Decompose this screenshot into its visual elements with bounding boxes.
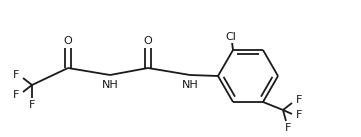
Text: F: F <box>29 100 35 110</box>
Text: F: F <box>13 90 19 100</box>
Text: NH: NH <box>182 80 199 90</box>
Text: F: F <box>296 110 302 120</box>
Text: O: O <box>64 36 72 46</box>
Text: NH: NH <box>102 80 118 90</box>
Text: F: F <box>13 70 19 80</box>
Text: Cl: Cl <box>226 32 236 42</box>
Text: O: O <box>144 36 152 46</box>
Text: F: F <box>285 123 291 133</box>
Text: F: F <box>296 95 302 105</box>
